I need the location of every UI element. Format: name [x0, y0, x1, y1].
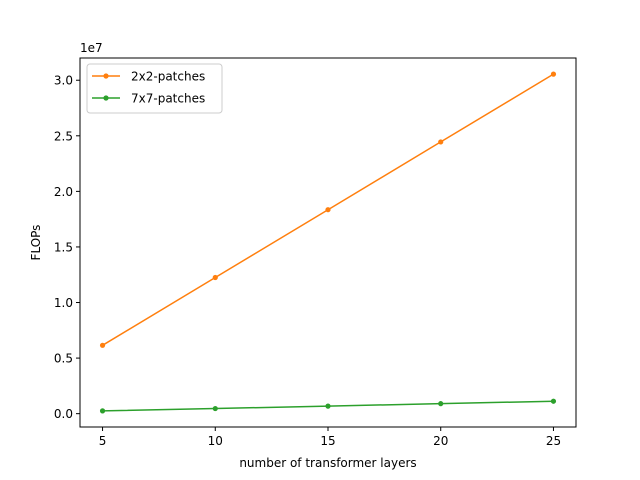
legend: 2x2-patches 7x7-patches	[86, 63, 223, 114]
x-tick-label: 25	[546, 434, 561, 448]
series-layer	[99, 71, 557, 414]
data-point-2x2-patches	[99, 342, 106, 348]
legend-label: 2x2-patches	[131, 70, 205, 84]
plot-area-frame	[79, 57, 577, 428]
legend-label: 7x7-patches	[131, 92, 205, 106]
x-tick-label: 20	[433, 434, 448, 448]
x-axis-ticks: 5 10 15 20 25	[99, 427, 561, 448]
y-tick-label: 3.0	[54, 74, 73, 88]
y-axis-label: FLOPs	[29, 225, 43, 261]
legend-item-7x7-patches: 7x7-patches	[92, 92, 205, 106]
data-point-2x2-patches	[325, 207, 331, 213]
x-axis-label: number of transformer layers	[239, 456, 416, 470]
data-point-2x2-patches	[438, 139, 444, 145]
legend-item-2x2-patches: 2x2-patches	[92, 70, 205, 84]
data-point-7x7-patches	[550, 398, 557, 404]
y-tick-label: 0.0	[54, 407, 73, 421]
y-axis-offset-label: 1e7	[80, 41, 103, 55]
y-tick-label: 1.5	[54, 240, 73, 254]
data-point-7x7-patches	[325, 403, 331, 409]
y-tick-label: 1.0	[54, 296, 73, 310]
legend-swatch-marker	[103, 73, 109, 79]
y-tick-label: 2.5	[54, 129, 73, 143]
legend-swatch-marker	[103, 95, 109, 101]
data-point-7x7-patches	[438, 401, 444, 407]
legend-box	[86, 63, 223, 114]
x-tick-label: 5	[99, 434, 107, 448]
data-point-7x7-patches	[212, 405, 218, 412]
x-tick-label: 15	[320, 434, 335, 448]
data-point-7x7-patches	[99, 408, 106, 414]
data-point-2x2-patches	[212, 274, 218, 281]
x-tick-label: 10	[208, 434, 223, 448]
data-point-2x2-patches	[550, 71, 557, 77]
y-tick-label: 0.5	[54, 352, 73, 366]
y-tick-label: 2.0	[54, 185, 73, 199]
y-axis-ticks: 0.0 0.5 1.0 1.5 2.0 2.5 3.0	[54, 74, 80, 421]
